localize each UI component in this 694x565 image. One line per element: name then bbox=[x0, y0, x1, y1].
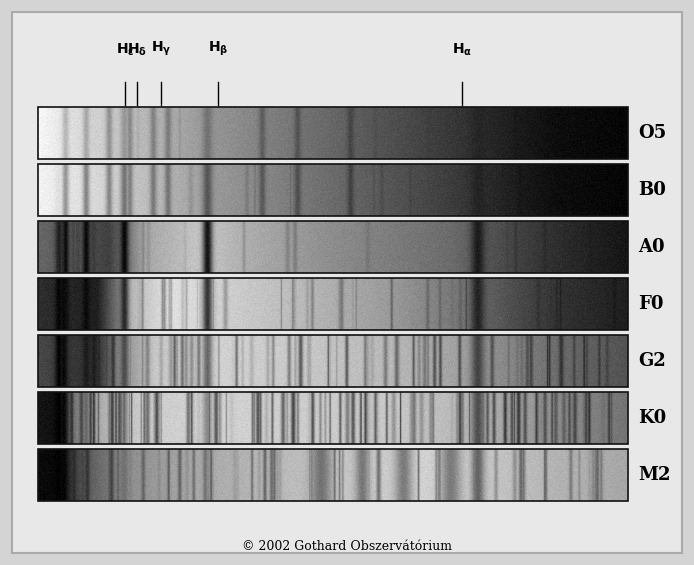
Bar bbox=[38, 221, 628, 273]
Text: $\mathbf{H_\beta}$: $\mathbf{H_\beta}$ bbox=[208, 40, 228, 58]
Bar bbox=[38, 278, 628, 330]
Text: K0: K0 bbox=[638, 409, 666, 427]
Text: $\mathbf{H_\gamma}$: $\mathbf{H_\gamma}$ bbox=[151, 40, 171, 58]
Text: $\mathbf{H_\alpha}$: $\mathbf{H_\alpha}$ bbox=[452, 42, 472, 58]
Bar bbox=[38, 392, 628, 444]
Bar bbox=[38, 107, 628, 159]
Text: G2: G2 bbox=[638, 352, 666, 370]
Bar bbox=[38, 449, 628, 501]
Bar bbox=[38, 164, 628, 216]
Text: F0: F0 bbox=[638, 295, 663, 313]
Bar bbox=[38, 335, 628, 387]
Text: A0: A0 bbox=[638, 238, 665, 256]
Text: O5: O5 bbox=[638, 124, 666, 142]
Text: $\mathbf{H_\delta}$: $\mathbf{H_\delta}$ bbox=[127, 42, 147, 58]
Text: M2: M2 bbox=[638, 466, 670, 484]
Text: © 2002 Gothard Obszervátórium: © 2002 Gothard Obszervátórium bbox=[242, 541, 452, 554]
Text: B0: B0 bbox=[638, 181, 666, 199]
Text: $\mathbf{H_\varepsilon}$: $\mathbf{H_\varepsilon}$ bbox=[116, 42, 135, 58]
